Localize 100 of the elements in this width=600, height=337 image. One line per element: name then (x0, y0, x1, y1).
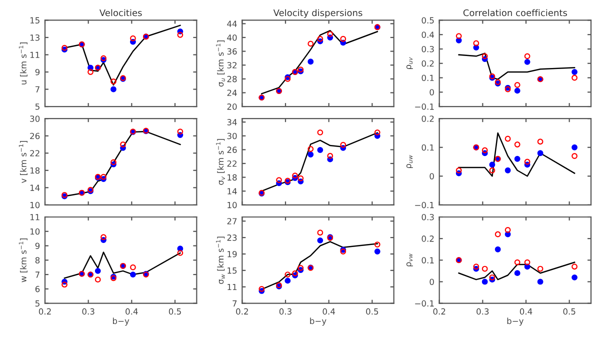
point (298, 178, 304, 184)
y-tick-label: 14 (30, 184, 40, 191)
y-axis-title: ρ$_{uw}$ (406, 154, 413, 168)
point (284, 278, 291, 284)
point (276, 180, 282, 186)
point (340, 144, 346, 151)
point (489, 276, 496, 283)
point (110, 86, 116, 92)
point (489, 162, 496, 168)
y-tick-label: 34 (227, 119, 237, 126)
y-tick-label: 26 (30, 132, 40, 140)
point (100, 176, 106, 182)
y-axis-title: σ$_{v}$ [km s$^{−1}$] (216, 138, 225, 185)
y-tick-label: 15 (228, 268, 237, 274)
point (317, 38, 324, 44)
point (494, 246, 501, 252)
y-tick-label: 20 (227, 104, 237, 110)
y-tick-label: −0.1 (415, 104, 434, 110)
y-tick-label: −0.1 (415, 300, 434, 307)
y-tick-label: 7 (36, 86, 40, 92)
y-tick-label: 23 (227, 234, 237, 241)
x-axis-title: b−y (507, 318, 524, 326)
point (524, 58, 530, 65)
y-tick-label: 0.3 (422, 46, 434, 52)
y-axis-title: ρ$_{vw}$ (406, 253, 413, 266)
point (327, 34, 334, 40)
y-tick-label: 0.4 (422, 32, 434, 38)
y-tick-label: 13 (30, 34, 40, 41)
point (177, 132, 184, 138)
point (482, 150, 488, 156)
y-tick-label: 9 (35, 242, 40, 250)
y-tick-label: 0 (430, 89, 434, 96)
y-tick-label: 19 (228, 250, 237, 258)
point (524, 264, 530, 270)
point (374, 248, 380, 254)
y-tick-label: 10 (30, 202, 40, 208)
point (504, 167, 511, 174)
y-tick-label: 14 (228, 188, 237, 194)
y-tick-label: −0.1 (415, 202, 434, 208)
point (514, 156, 520, 162)
y-tick-label: 0.2 (422, 60, 434, 67)
point (514, 270, 520, 276)
point (572, 69, 578, 75)
chart-title: Velocity dispersions (273, 9, 362, 18)
x-tick-label: 0.5 (168, 308, 181, 315)
x-tick-label: 0.2 (236, 308, 248, 315)
y-axis-title: w [km s$^{−1}$] (18, 238, 28, 282)
point (340, 40, 346, 46)
y-tick-label: 11 (30, 214, 40, 220)
x-axis-title: b−y (112, 318, 130, 326)
y-axis-title: ρ$_{uv}$ (406, 57, 413, 69)
y-tick-label: 0.1 (422, 74, 434, 82)
x-axis-title: b−y (310, 318, 326, 326)
y-tick-label: 0.1 (422, 144, 434, 151)
x-tick-label: 0.5 (563, 308, 576, 315)
point (327, 156, 334, 162)
x-tick-label: 0.3 (279, 308, 292, 315)
y-tick-label: 10 (228, 202, 237, 208)
y-tick-label: 27 (227, 218, 237, 224)
point (292, 175, 298, 181)
y-tick-label: 24 (227, 90, 237, 96)
point (456, 37, 462, 44)
y-tick-label: 11 (228, 284, 237, 290)
point (62, 278, 68, 285)
y-tick-label: 44 (227, 20, 237, 27)
y-tick-label: 10 (30, 228, 40, 235)
y-tick-label: 8 (35, 257, 40, 264)
x-tick-label: 0.5 (366, 308, 378, 315)
y-tick-label: 0.2 (422, 236, 434, 242)
x-tick-label: 0.3 (82, 308, 94, 315)
y-tick-label: 40 (227, 34, 237, 41)
y-tick-label: 7 (232, 300, 237, 306)
point (100, 237, 106, 243)
point (482, 278, 488, 285)
point (130, 38, 136, 45)
y-tick-label: 0.2 (422, 116, 434, 122)
chart-title: Correlation coefficients (463, 9, 567, 16)
y-tick-label: 30 (30, 116, 40, 122)
point (374, 132, 380, 139)
y-tick-label: 30 (227, 132, 237, 140)
y-tick-label: 0 (430, 173, 434, 180)
y-axis-title: σ$_{w}$ [km s$^{−1}$] (216, 236, 225, 284)
point (456, 170, 462, 176)
x-tick-label: 0.4 (126, 308, 138, 315)
point (177, 28, 184, 34)
y-tick-label: 22 (227, 160, 236, 167)
y-axis-title: v [km s$^{−1}$] (18, 141, 28, 184)
point (177, 246, 184, 252)
y-axis-title: σ$_{u}$ [km s$^{−1}$] (216, 40, 225, 87)
y-tick-label: 0.1 (422, 257, 434, 264)
point (317, 147, 324, 153)
point (482, 56, 488, 62)
point (258, 288, 265, 294)
y-tick-label: 7 (36, 272, 40, 278)
y-tick-label: 32 (227, 62, 236, 68)
point (130, 272, 136, 278)
point (94, 268, 101, 274)
point (537, 150, 544, 156)
y-tick-label: 5 (35, 300, 40, 307)
y-tick-label: 18 (228, 174, 237, 181)
